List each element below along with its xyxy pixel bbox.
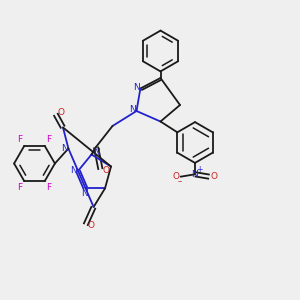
Text: N: N [133, 83, 140, 92]
Text: O: O [58, 108, 65, 117]
Text: F: F [46, 135, 52, 144]
Text: O: O [172, 172, 179, 181]
Text: F: F [17, 183, 23, 192]
Text: F: F [46, 183, 52, 192]
Text: O: O [211, 172, 218, 181]
Text: N: N [70, 166, 77, 175]
Text: N: N [93, 148, 100, 157]
Text: O: O [102, 166, 110, 175]
Text: O: O [88, 221, 95, 230]
Text: F: F [17, 135, 23, 144]
Text: +: + [196, 165, 203, 174]
Text: N: N [192, 170, 198, 179]
Text: N: N [82, 189, 88, 198]
Text: –: – [178, 178, 182, 187]
Text: N: N [129, 105, 136, 114]
Text: N: N [61, 144, 68, 153]
